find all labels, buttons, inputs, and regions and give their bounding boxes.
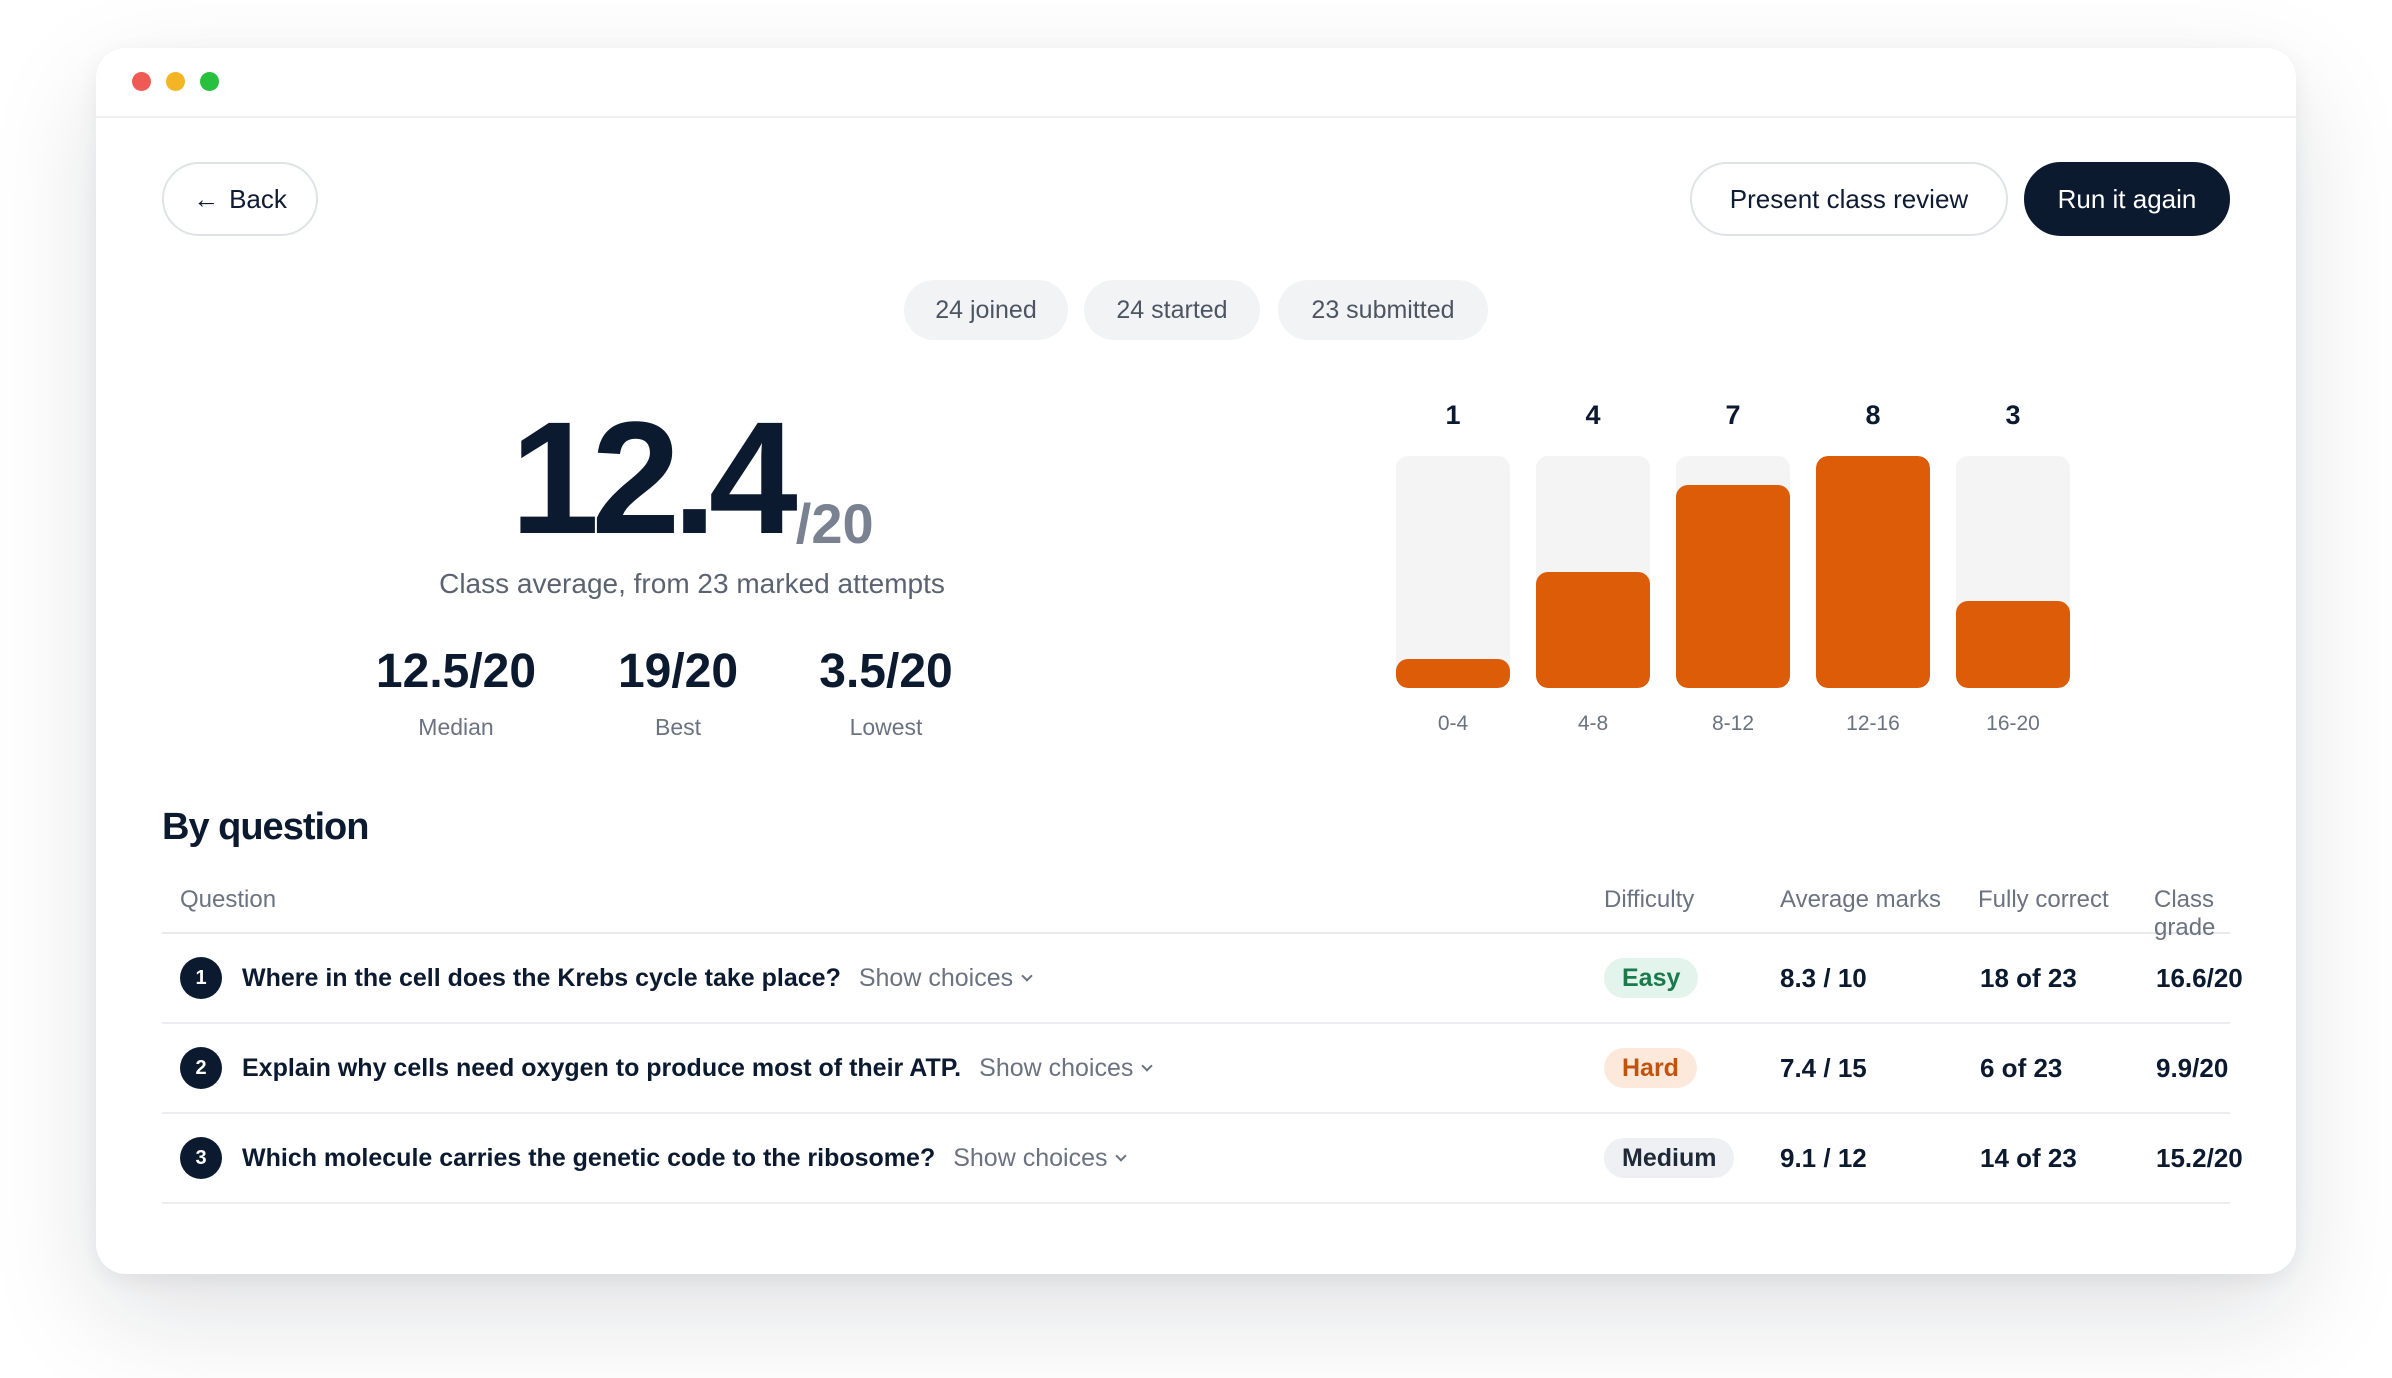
histogram-bar-12-16: 8 12-16 <box>1816 398 1930 788</box>
present-class-review-button[interactable]: Present class review <box>1690 162 2008 236</box>
class-average-score: 12.4 /20 <box>96 388 1288 567</box>
average-marks-cell: 7.4 / 15 <box>1780 1052 1867 1083</box>
show-choices-toggle[interactable]: Show choices <box>979 1053 1154 1083</box>
best-value: 19/20 <box>617 645 739 698</box>
submitted-count-pill: 23 submitted <box>1278 280 1488 340</box>
average-out-of: /20 <box>795 492 874 555</box>
question-cell: 3 Which molecule carries the genetic cod… <box>180 1114 1128 1202</box>
table-header: Question Difficulty Average marks Fully … <box>162 876 2230 941</box>
bar-fill <box>1536 572 1650 688</box>
show-choices-label: Show choices <box>953 1143 1108 1172</box>
chevron-down-icon <box>1141 1059 1154 1072</box>
class-grade-cell: 15.2/20 <box>2156 1142 2243 1173</box>
median-value: 12.5/20 <box>375 645 537 698</box>
average-marks-cell: 9.1 / 12 <box>1780 1142 1867 1173</box>
question-number: 1 <box>180 957 222 999</box>
bar-count-label: 1 <box>1445 400 1461 430</box>
bar-count-label: 7 <box>1725 400 1741 430</box>
bar-range-label: 0-4 <box>1437 712 1469 735</box>
title-bar <box>96 48 2296 118</box>
close-window-dot[interactable] <box>132 72 151 91</box>
minimize-window-dot[interactable] <box>166 72 185 91</box>
present-class-review-label: Present class review <box>1729 183 1969 214</box>
question-text: Explain why cells need oxygen to produce… <box>242 1053 962 1082</box>
column-header-class-grade: Class grade <box>2154 886 2216 941</box>
bar-count-label: 3 <box>2005 400 2021 430</box>
by-question-heading: By question <box>162 806 369 848</box>
bar-count-label: 4 <box>1585 400 1601 430</box>
difficulty-cell: Medium <box>1604 1114 1735 1202</box>
app-window: ← Back Present class review Run it again… <box>96 48 2296 1274</box>
histogram-bar-0-4: 1 0-4 <box>1396 398 1510 788</box>
lowest-value: 3.5/20 <box>819 645 953 698</box>
difficulty-badge: Medium <box>1604 1138 1735 1178</box>
table-row: 2 Explain why cells need oxygen to produ… <box>162 1024 2230 1114</box>
bar-track <box>1816 456 1930 688</box>
difficulty-cell: Hard <box>1604 1024 1697 1112</box>
joined-count-pill: 24 joined <box>904 280 1068 340</box>
question-number: 2 <box>180 1047 222 1089</box>
bar-fill <box>1816 456 1930 688</box>
column-header-average-marks: Average marks <box>1780 886 1941 913</box>
table-row: 3 Which molecule carries the genetic cod… <box>162 1114 2243 1204</box>
bar-range-label: 8-12 <box>1711 712 1755 735</box>
chevron-down-icon <box>1115 1149 1128 1162</box>
back-button[interactable]: ← Back <box>162 162 318 236</box>
bar-fill <box>1956 601 2070 688</box>
question-cell: 2 Explain why cells need oxygen to produ… <box>180 1024 1154 1112</box>
median-label: Median <box>418 714 494 740</box>
run-it-again-button[interactable]: Run it again <box>2024 162 2230 236</box>
maximize-window-dot[interactable] <box>200 72 219 91</box>
show-choices-label: Show choices <box>858 963 1014 992</box>
column-header-difficulty: Difficulty <box>1604 886 1695 913</box>
difficulty-cell: Easy <box>1604 934 1699 1022</box>
back-button-label: Back <box>229 183 287 214</box>
lowest-label: Lowest <box>849 714 923 740</box>
bar-range-label: 16-20 <box>1986 712 2040 735</box>
question-number: 3 <box>180 1137 222 1179</box>
bar-count-label: 8 <box>1865 400 1881 430</box>
bar-track <box>1536 456 1650 688</box>
show-choices-label: Show choices <box>979 1053 1134 1082</box>
class-grade-cell: 16.6/20 <box>2156 962 2243 993</box>
question-cell: 1 Where in the cell does the Krebs cycle… <box>180 934 1033 1022</box>
difficulty-badge: Easy <box>1604 958 1699 998</box>
bar-track <box>1676 456 1790 688</box>
lowest-stat: 3.5/20 Lowest <box>776 644 996 741</box>
show-choices-toggle[interactable]: Show choices <box>858 963 1033 993</box>
median-stat: 12.5/20 Median <box>346 644 566 741</box>
fully-correct-cell: 6 of 23 <box>1980 1052 2063 1083</box>
average-value: 12.4 <box>510 388 797 567</box>
run-it-again-label: Run it again <box>2057 183 2197 214</box>
difficulty-badge: Hard <box>1604 1048 1697 1088</box>
question-text: Which molecule carries the genetic code … <box>242 1143 936 1172</box>
questions-table: Question Difficulty Average marks Fully … <box>162 876 2243 1204</box>
best-label: Best <box>654 714 702 740</box>
histogram-bar-8-12: 7 8-12 <box>1676 398 1790 788</box>
histogram-bar-4-8: 4 4-8 <box>1536 398 1650 788</box>
score-distribution-chart: 1 0-4 4 4-8 7 8-12 8 12-16 3 16-20 <box>1396 398 2096 788</box>
column-header-question: Question <box>180 886 277 913</box>
class-grade-cell: 9.9/20 <box>2156 1052 2229 1083</box>
chevron-down-icon <box>1021 969 1033 982</box>
show-choices-toggle[interactable]: Show choices <box>953 1143 1128 1173</box>
bar-track <box>1396 456 1510 688</box>
bar-fill <box>1396 659 1510 688</box>
started-count-pill: 24 started <box>1084 280 1260 340</box>
bar-range-label: 12-16 <box>1846 712 1900 735</box>
question-text: Where in the cell does the Krebs cycle t… <box>242 963 841 992</box>
best-stat: 19/20 Best <box>568 644 788 741</box>
bar-track <box>1956 456 2070 688</box>
fully-correct-cell: 14 of 23 <box>1980 1142 2077 1173</box>
average-marks-cell: 8.3 / 10 <box>1780 962 1867 993</box>
average-caption: Class average, from 23 marked attempts <box>439 568 945 599</box>
fully-correct-cell: 18 of 23 <box>1980 962 2077 993</box>
bar-fill <box>1676 485 1790 688</box>
column-header-fully-correct: Fully correct <box>1978 886 2109 913</box>
histogram-bar-16-20: 3 16-20 <box>1956 398 2070 788</box>
bar-range-label: 4-8 <box>1577 712 1609 735</box>
arrow-left-icon: ← <box>193 183 220 214</box>
table-row: 1 Where in the cell does the Krebs cycle… <box>162 934 2243 1024</box>
